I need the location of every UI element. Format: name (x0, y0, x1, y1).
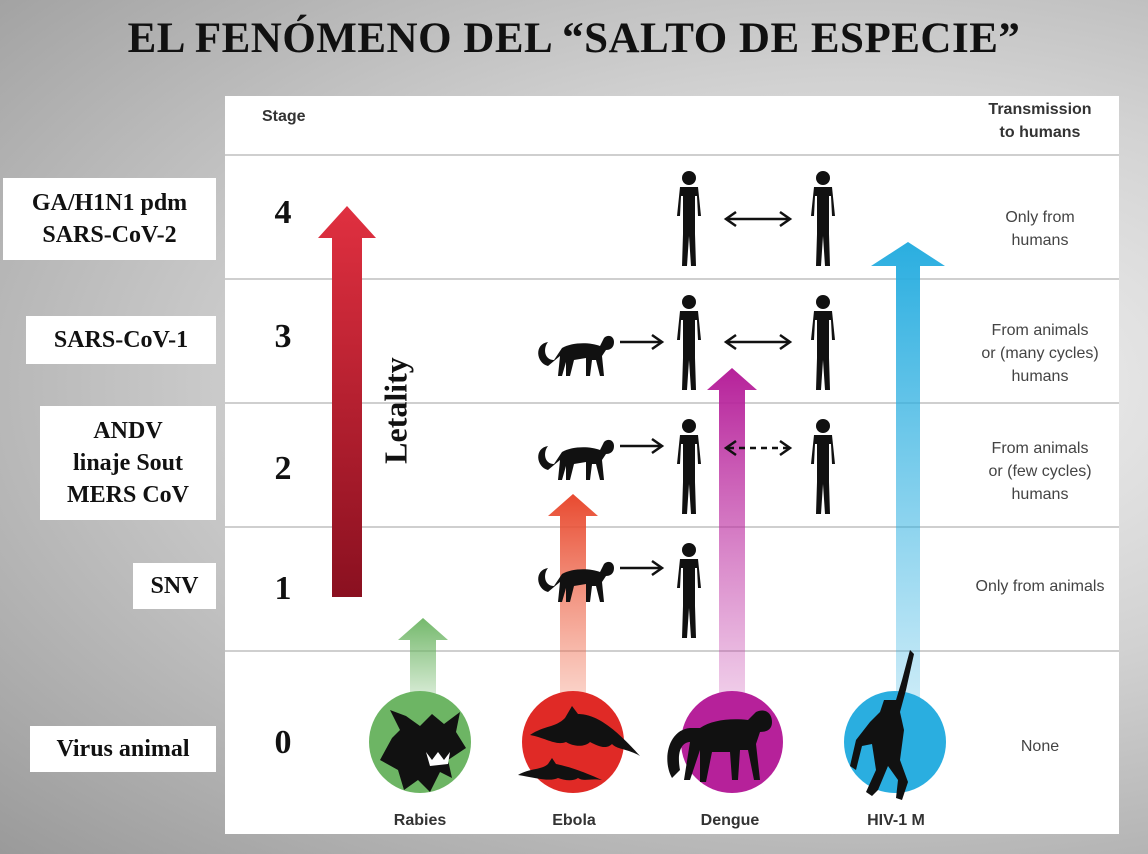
slide-title: EL FENÓMENO DEL “SALTO DE ESPECIE” (127, 15, 1021, 62)
ape-icon (844, 650, 946, 800)
monkey-icon (538, 335, 614, 376)
transmission-stage-4: Only from humans (965, 206, 1115, 252)
transmission-stage-3: From animals or (many cycles) humans (965, 319, 1115, 388)
human-icon (677, 295, 701, 390)
wolf-icon (369, 691, 471, 793)
virus-label-ebola: Ebola (552, 812, 596, 829)
human-icon (677, 543, 701, 638)
transmission-text: humans (1011, 232, 1069, 249)
stage-number-2: 2 (274, 450, 292, 487)
human-icon (677, 419, 701, 514)
transmission-text: humans (1011, 368, 1069, 385)
transmission-stage-1: Only from animals (955, 575, 1125, 598)
virus-name: ANDV (93, 418, 163, 444)
transmission-text: Only from animals (975, 578, 1105, 595)
transmission-text: From animals (991, 322, 1089, 339)
arrow-right-icon (620, 559, 665, 577)
virus-name: GA/H1N1 pdm (31, 190, 188, 216)
ebola-arrow (548, 494, 598, 698)
letality-arrow (318, 206, 376, 597)
virus-name: SARS-CoV-1 (53, 327, 189, 353)
human-icon (811, 419, 835, 514)
transmission-stage-0: None (965, 735, 1115, 758)
transmission-stage-2: From animals or (few cycles) humans (965, 437, 1115, 506)
virus-name: linaje Sout (72, 450, 183, 476)
virus-label-rabies: Rabies (393, 812, 447, 829)
stage-number-0: 0 (274, 724, 292, 761)
bat-icon (518, 691, 640, 793)
arrow-right-icon (620, 333, 665, 351)
stage-header: Stage (262, 108, 306, 125)
virus-label-dengue: Dengue (700, 812, 760, 829)
row-divider (225, 278, 1119, 280)
stage-number-4: 4 (274, 194, 292, 231)
transmission-header: Transmission to humans (965, 98, 1115, 144)
row-divider (225, 526, 1119, 528)
virus-box-stage-3: SARS-CoV-1 (26, 316, 216, 364)
stage-number-3: 3 (274, 318, 292, 355)
transmission-text: From animals (991, 440, 1089, 457)
dengue-arrow (707, 368, 757, 698)
dashed-double-arrow-icon (723, 439, 793, 457)
virus-name: Virus animal (56, 736, 190, 762)
letality-label: Letality (377, 357, 414, 464)
stage-number-1: 1 (274, 570, 292, 607)
transmission-header-line1: Transmission (988, 101, 1092, 118)
row-divider (225, 650, 1119, 652)
row-divider (225, 154, 1119, 156)
double-arrow-icon (723, 210, 793, 228)
virus-box-stage-4: GA/H1N1 pdm SARS-CoV-2 (3, 178, 216, 260)
transmission-text: None (1020, 738, 1060, 755)
human-icon (811, 295, 835, 390)
virus-name: SNV (150, 573, 199, 599)
transmission-text: humans (1011, 486, 1069, 503)
row-divider (225, 402, 1119, 404)
transmission-header-line2: to humans (999, 124, 1081, 141)
transmission-text: or (many cycles) (981, 345, 1099, 362)
virus-label-hiv: HIV-1 M (867, 812, 925, 829)
monkey-icon (667, 691, 783, 793)
human-icon (677, 171, 701, 266)
rabies-arrow (398, 618, 448, 698)
transmission-text: or (few cycles) (988, 463, 1092, 480)
virus-name: MERS CoV (66, 482, 189, 508)
arrow-right-icon (620, 437, 665, 455)
human-icon (811, 171, 835, 266)
virus-box-stage-2: ANDV linaje Sout MERS CoV (40, 406, 216, 520)
virus-name: SARS-CoV-2 (42, 222, 177, 248)
transmission-text: Only from (1005, 209, 1075, 226)
virus-box-stage-1: SNV (133, 563, 216, 609)
virus-box-stage-0: Virus animal (30, 726, 216, 772)
diagram-panel: Stage Transmission to humans Only from h… (225, 96, 1119, 834)
double-arrow-icon (723, 333, 793, 351)
monkey-icon (538, 439, 614, 480)
hiv-arrow (871, 242, 945, 698)
